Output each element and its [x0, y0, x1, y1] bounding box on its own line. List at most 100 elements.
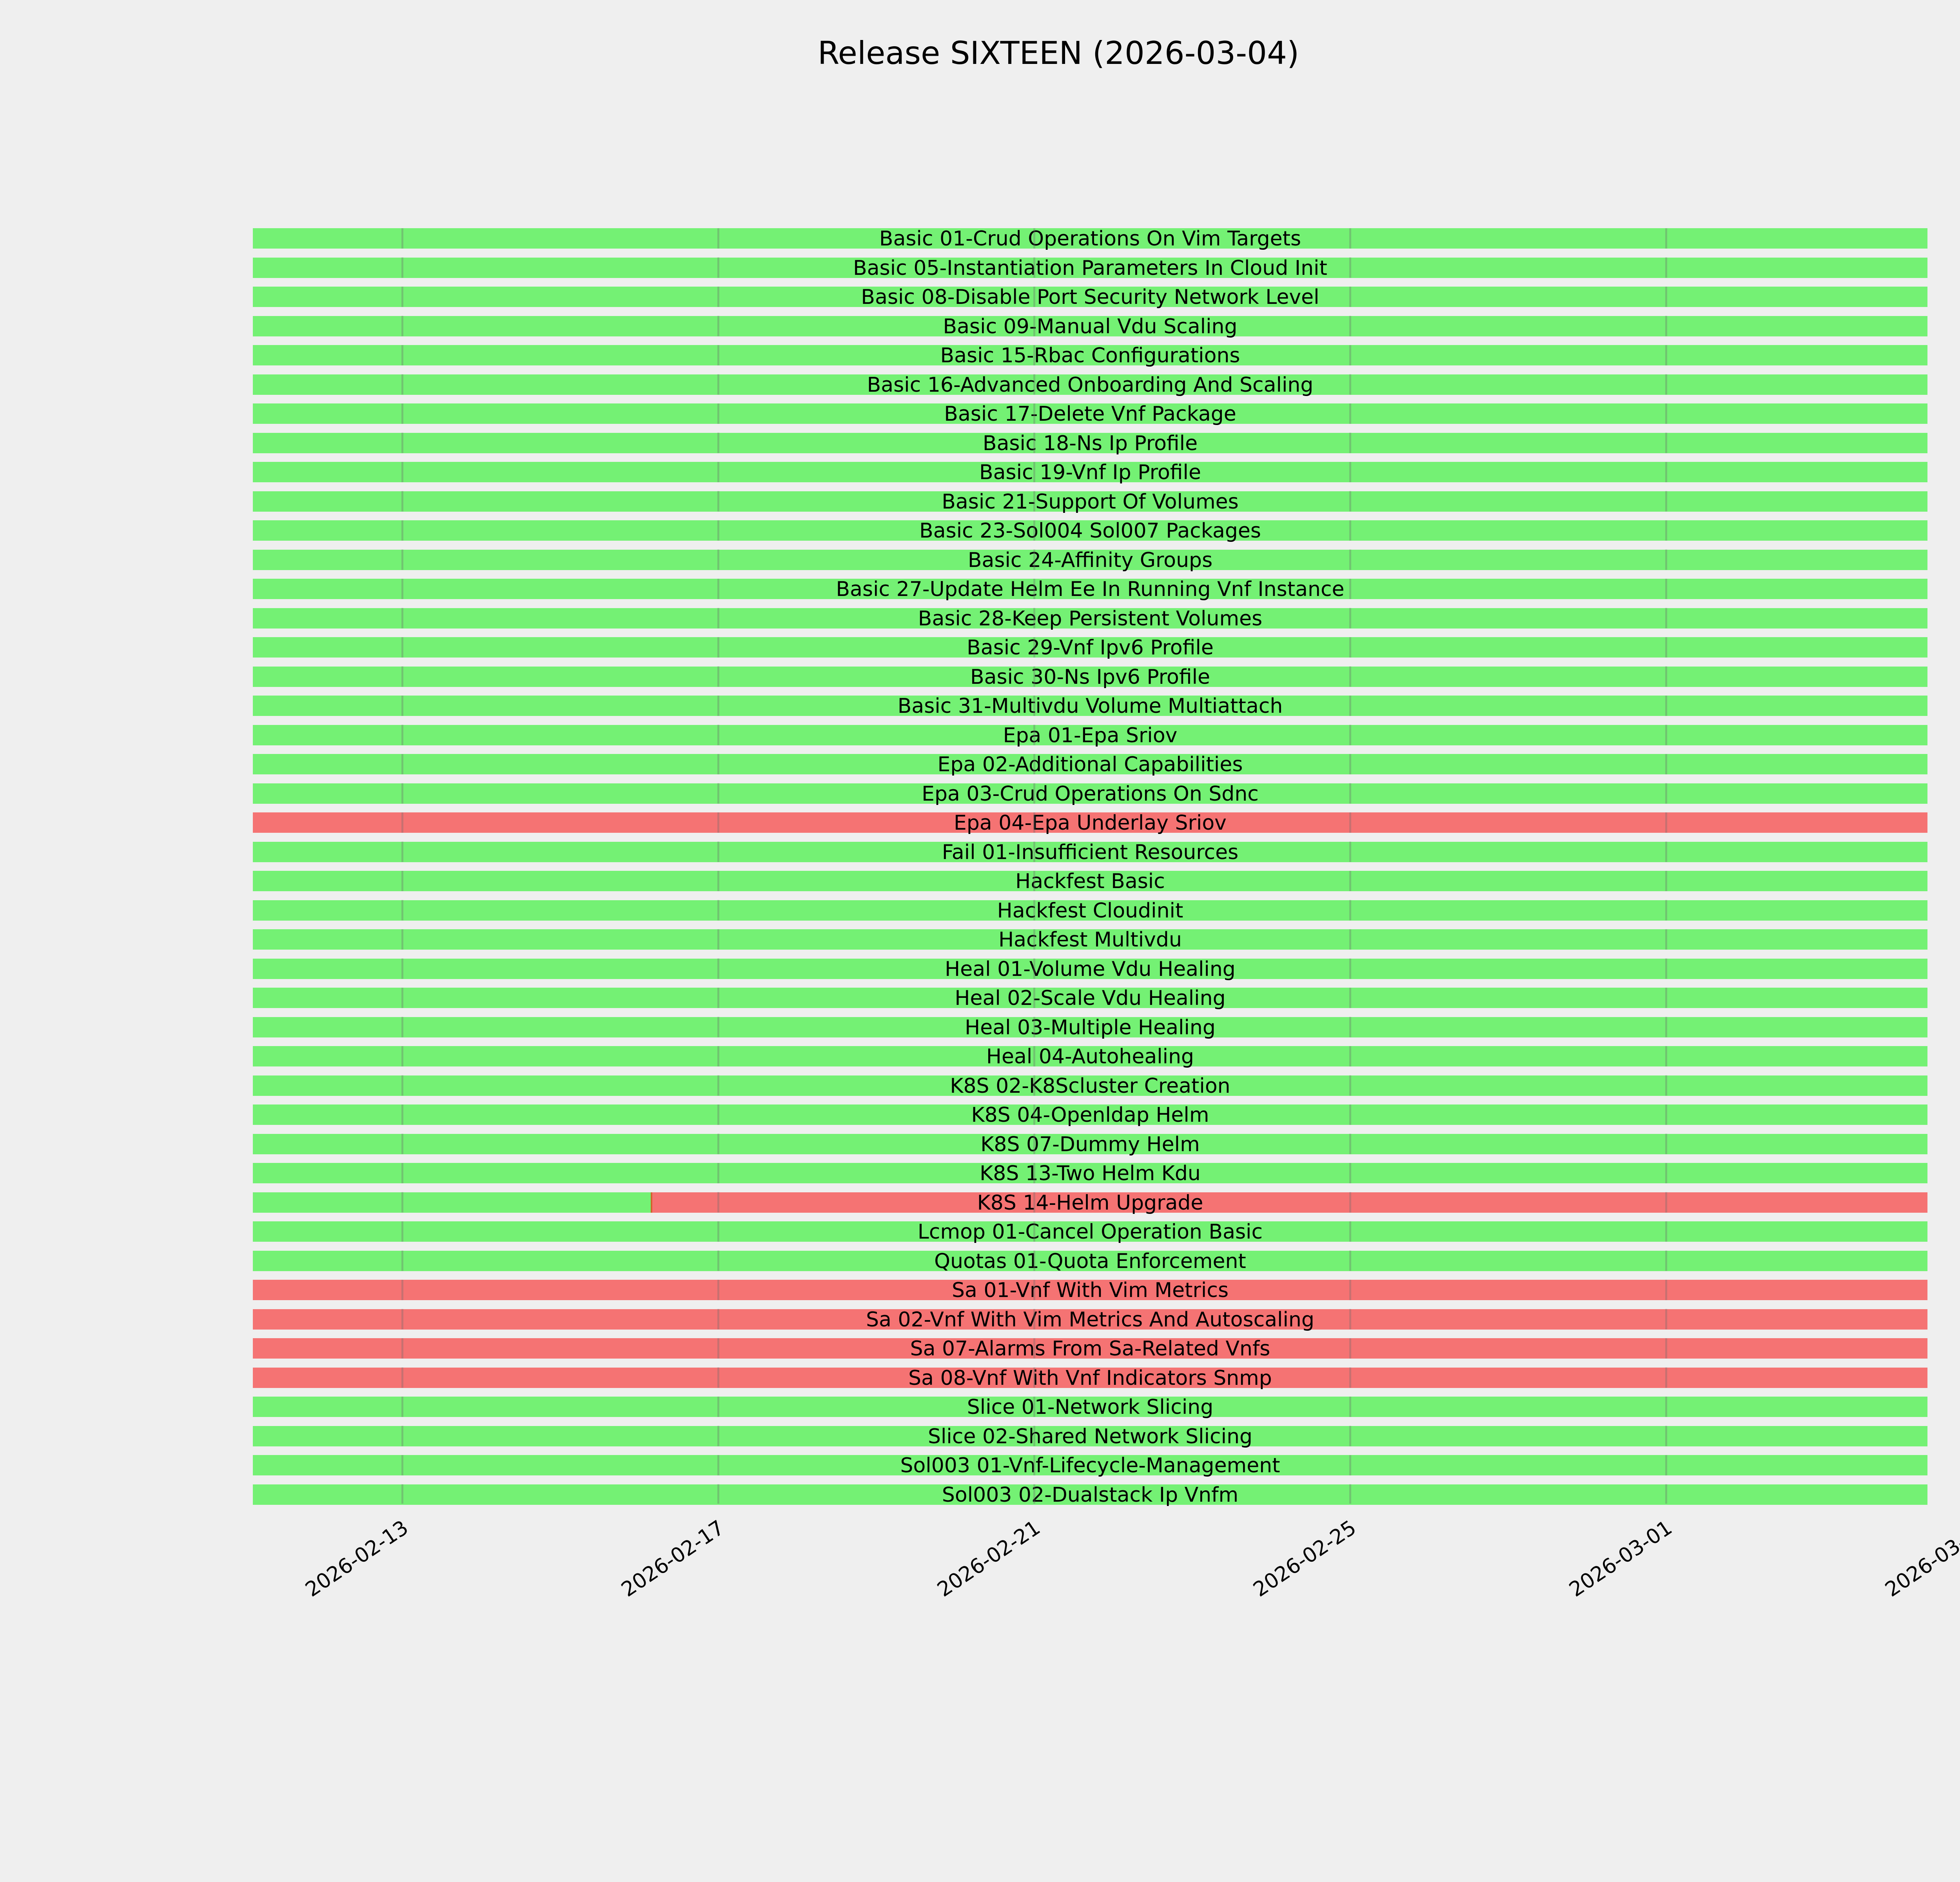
gantt-row: Hackfest Cloudinit — [253, 900, 1927, 921]
bar-segment-pass — [253, 1397, 1927, 1417]
gridline — [1033, 228, 1035, 1504]
bar-label: Sol003 02-Dualstack Ip Vnfm — [942, 1483, 1239, 1507]
gantt-row: Epa 03-Crud Operations On Sdnc — [253, 783, 1927, 805]
bar-label: Sa 02-Vnf With Vim Metrics And Autoscali… — [866, 1308, 1314, 1332]
bar-segment-pass — [253, 579, 1927, 599]
x-tick-label: 2026-02-21 — [933, 1516, 1045, 1602]
bar-label: Epa 04-Epa Underlay Sriov — [954, 811, 1227, 835]
bar-segment-fail — [652, 1192, 1927, 1213]
bar-label: Basic 27-Update Helm Ee In Running Vnf I… — [836, 578, 1345, 601]
gantt-row: Epa 04-Epa Underlay Sriov — [253, 811, 1927, 835]
bar-segment-pass — [253, 1075, 1927, 1096]
bar-segment-pass — [253, 1017, 1927, 1037]
gantt-row: Fail 01-Insufficient Resources — [253, 840, 1927, 864]
bar-label: Basic 21-Support Of Volumes — [942, 490, 1239, 514]
gantt-row: Basic 28-Keep Persistent Volumes — [253, 608, 1927, 629]
gantt-row: Sol003 01-Vnf-Lifecycle-Management — [253, 1454, 1927, 1477]
gantt-row: Basic 24-Affinity Groups — [253, 548, 1927, 572]
bar-label: Basic 05-Instantiation Parameters In Clo… — [853, 256, 1327, 280]
bar-label: Hackfest Cloudinit — [997, 899, 1183, 923]
bar-label: Basic 29-Vnf Ipv6 Profile — [967, 636, 1214, 659]
bar-label: Fail 01-Insufficient Resources — [942, 840, 1239, 864]
bar-segment-pass — [253, 958, 1927, 979]
bar-segment-pass — [253, 549, 1927, 570]
x-tick-label: 2026-02-13 — [301, 1516, 413, 1602]
x-tick-label: 2026-02-17 — [617, 1516, 729, 1602]
bar-label: Hackfest Multivdu — [998, 928, 1182, 952]
gantt-row: Basic 05-Instantiation Parameters In Clo… — [253, 256, 1927, 280]
bar-label: Epa 02-Additional Capabilities — [937, 753, 1243, 776]
bar-label: K8S 13-Two Helm Kdu — [980, 1162, 1201, 1185]
gantt-row: Quotas 01-Quota Enforcement — [253, 1249, 1927, 1273]
segment-divider — [651, 1192, 653, 1213]
bar-label: Quotas 01-Quota Enforcement — [934, 1249, 1246, 1273]
bar-label: Epa 01-Epa Sriov — [1003, 723, 1178, 747]
bar-segment-pass — [253, 403, 1927, 424]
gantt-row: Basic 17-Delete Vnf Package — [253, 403, 1927, 425]
bar-label: Basic 31-Multivdu Volume Multiattach — [897, 694, 1283, 718]
bar-label: Basic 28-Keep Persistent Volumes — [918, 607, 1263, 630]
gantt-row: K8S 02-K8Scluster Creation — [253, 1075, 1927, 1097]
bar-segment-pass — [253, 1134, 1927, 1154]
gantt-row: Sa 07-Alarms From Sa-Related Vnfs — [253, 1338, 1927, 1359]
bar-segment-pass — [253, 725, 1927, 745]
gantt-row: Heal 03-Multiple Healing — [253, 1017, 1927, 1038]
bar-segment-pass — [253, 696, 1927, 716]
bar-segment-pass — [253, 520, 1927, 541]
bar-label: Basic 18-Ns Ip Profile — [982, 431, 1198, 455]
bar-label: Sol003 01-Vnf-Lifecycle-Management — [900, 1454, 1280, 1477]
bar-label: Basic 24-Affinity Groups — [967, 548, 1213, 572]
bar-label: Sa 07-Alarms From Sa-Related Vnfs — [910, 1337, 1270, 1361]
gantt-row: K8S 14-Helm Upgrade — [253, 1192, 1927, 1213]
bar-label: Sa 08-Vnf With Vnf Indicators Snmp — [908, 1366, 1272, 1390]
bar-segment-pass — [253, 1046, 1927, 1066]
bar-segment-pass — [253, 1192, 652, 1213]
gantt-row: Heal 02-Scale Vdu Healing — [253, 986, 1927, 1010]
bar-segment-pass — [253, 783, 1927, 804]
gantt-row: K8S 04-Openldap Helm — [253, 1104, 1927, 1126]
gantt-row: Sa 01-Vnf With Vim Metrics — [253, 1280, 1927, 1301]
bar-segment-pass — [253, 374, 1927, 395]
gantt-row: Hackfest Basic — [253, 870, 1927, 893]
bar-segment-pass — [253, 900, 1927, 921]
bar-segment-pass — [253, 257, 1927, 278]
bar-segment-pass — [253, 608, 1927, 629]
bar-segment-pass — [253, 1221, 1927, 1242]
bar-segment-pass — [253, 228, 1927, 249]
bar-label: Heal 02-Scale Vdu Healing — [955, 986, 1226, 1010]
bar-segment-pass — [253, 637, 1927, 658]
bar-label: Slice 02-Shared Network Slicing — [927, 1424, 1253, 1448]
gantt-row: Basic 23-Sol004 Sol007 Packages — [253, 520, 1927, 541]
gantt-row: Basic 16-Advanced Onboarding And Scaling — [253, 373, 1927, 397]
bar-label: Basic 15-Rbac Configurations — [940, 344, 1240, 367]
gantt-row: Basic 08-Disable Port Security Network L… — [253, 285, 1927, 309]
bar-label: Basic 30-Ns Ipv6 Profile — [970, 665, 1210, 689]
gantt-row: Lcmop 01-Cancel Operation Basic — [253, 1221, 1927, 1243]
bar-segment-pass — [253, 1250, 1927, 1271]
gantt-row: Basic 27-Update Helm Ee In Running Vnf I… — [253, 578, 1927, 601]
bar-label: Slice 01-Network Slicing — [967, 1395, 1214, 1419]
gantt-row: Basic 21-Support Of Volumes — [253, 491, 1927, 512]
bar-label: Basic 09-Manual Vdu Scaling — [943, 314, 1238, 338]
gridline — [1665, 228, 1667, 1504]
gantt-row: Epa 02-Additional Capabilities — [253, 753, 1927, 776]
gantt-row: Slice 01-Network Slicing — [253, 1395, 1927, 1419]
gridline — [401, 228, 403, 1504]
bar-label: Basic 08-Disable Port Security Network L… — [861, 285, 1319, 309]
bar-segment-pass — [253, 1426, 1927, 1446]
bar-label: Hackfest Basic — [1015, 870, 1165, 893]
gantt-row: Basic 30-Ns Ipv6 Profile — [253, 665, 1927, 689]
gantt-row: Heal 04-Autohealing — [253, 1046, 1927, 1067]
gridline — [717, 228, 719, 1504]
gantt-row: K8S 07-Dummy Helm — [253, 1134, 1927, 1155]
gantt-row: Basic 19-Vnf Ip Profile — [253, 462, 1927, 483]
bar-label: Basic 16-Advanced Onboarding And Scaling — [867, 373, 1314, 397]
bar-segment-pass — [253, 1163, 1927, 1183]
gantt-row: Epa 01-Epa Sriov — [253, 723, 1927, 747]
bar-segment-fail — [253, 1367, 1927, 1388]
bar-segment-pass — [253, 345, 1927, 365]
bar-segment-pass — [253, 316, 1927, 336]
bar-segment-fail — [253, 1338, 1927, 1359]
chart-title: Release SIXTEEN (2026-03-04) — [817, 35, 1299, 71]
